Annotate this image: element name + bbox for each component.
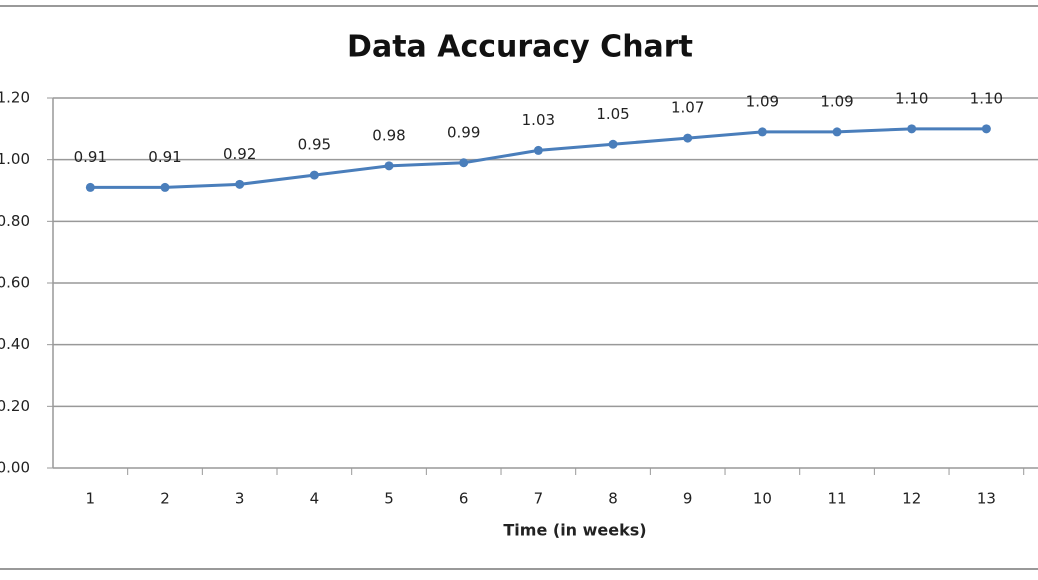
point <box>160 182 170 192</box>
data-label: 1.10 <box>895 89 928 107</box>
data-label: 1.09 <box>746 92 779 110</box>
point <box>85 182 95 192</box>
point <box>683 133 693 143</box>
x-tick-label: 6 <box>459 490 469 508</box>
point <box>309 170 319 180</box>
point <box>981 124 991 134</box>
x-tick-label: 3 <box>235 490 245 508</box>
x-axis-label: Time (in weeks) <box>503 521 646 540</box>
y-tick-label: 0.00 <box>0 459 30 477</box>
y-tick-label: 0.80 <box>0 212 30 230</box>
data-label: 1.05 <box>596 105 629 123</box>
data-label: 0.92 <box>223 145 256 163</box>
x-tick-label: 13 <box>977 490 996 508</box>
y-tick-label: 1.20 <box>0 89 30 107</box>
data-label: 1.07 <box>671 99 704 117</box>
data-label: 0.98 <box>372 126 405 144</box>
data-label: 0.99 <box>447 123 480 141</box>
point <box>384 161 394 171</box>
data-label: 1.09 <box>820 92 853 110</box>
point <box>757 127 767 137</box>
data-label: 0.95 <box>298 136 331 154</box>
point <box>832 127 842 137</box>
data-label: 0.91 <box>148 148 181 166</box>
x-tick-label: 12 <box>902 490 921 508</box>
x-tick-label: 1 <box>86 490 96 508</box>
x-tick-label: 8 <box>608 490 618 508</box>
y-tick-label: 1.00 <box>0 150 30 168</box>
x-tick-label: 10 <box>753 490 772 508</box>
x-tick-label: 7 <box>534 490 544 508</box>
y-tick-label: 0.20 <box>0 397 30 415</box>
point <box>533 145 543 155</box>
point <box>907 124 917 134</box>
x-tick-label: 9 <box>683 490 693 508</box>
data-label: 0.91 <box>74 148 107 166</box>
x-tick-label: 11 <box>827 490 846 508</box>
y-tick-label: 0.40 <box>0 335 30 353</box>
point <box>459 158 469 168</box>
data-label: 1.03 <box>522 111 555 129</box>
data-label: 1.10 <box>970 89 1003 107</box>
x-tick-label: 4 <box>310 490 320 508</box>
point <box>608 139 618 149</box>
y-tick-label: 0.60 <box>0 274 30 292</box>
chart-title: Data Accuracy Chart <box>347 30 693 65</box>
point <box>235 179 245 189</box>
x-tick-label: 5 <box>384 490 394 508</box>
x-tick-label: 2 <box>160 490 170 508</box>
